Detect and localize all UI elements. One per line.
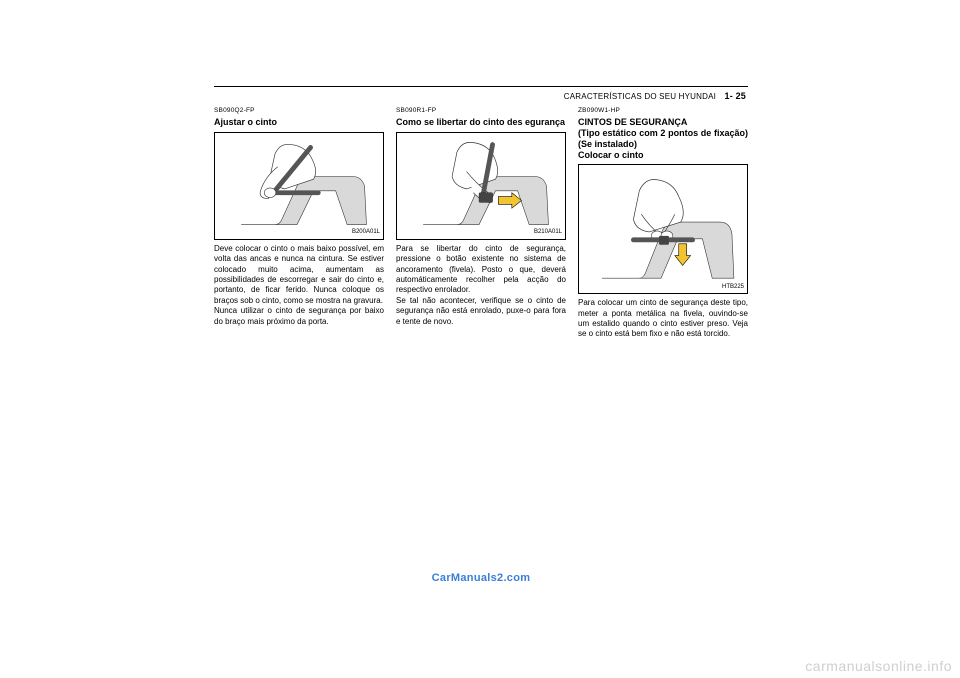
column-1: SB090Q2-FP Ajustar o cinto B200A01L [214, 107, 384, 340]
columns: SB090Q2-FP Ajustar o cinto B200A01L [214, 107, 748, 340]
figure-label: B200A01L [352, 229, 380, 237]
ref-code: SB090R1-FP [396, 107, 566, 115]
manual-page: CARACTERÍSTICAS DO SEU HYUNDAI 1- 25 SB0… [214, 86, 748, 592]
watermark-text: CarManuals2.com [214, 572, 748, 584]
figure-label: HTB225 [722, 284, 744, 292]
page-header: CARACTERÍSTICAS DO SEU HYUNDAI 1- 25 [214, 91, 748, 107]
body-text: Para se libertar do cinto de segurança, … [396, 244, 566, 327]
body-text: Para colocar um cinto de segurança deste… [578, 298, 748, 340]
figure-static-belt: HTB225 [578, 164, 748, 294]
body-text: Deve colocar o cinto o mais baixo possív… [214, 244, 384, 327]
column-2: SB090R1-FP Como se libertar do cinto des… [396, 107, 566, 340]
figure-label: B210A01L [534, 229, 562, 237]
section-label: CARACTERÍSTICAS DO SEU HYUNDAI [564, 92, 716, 101]
column-3: ZB090W1-HP CINTOS DE SEGURANÇA(Tipo está… [578, 107, 748, 340]
page-number: 1- 25 [724, 91, 746, 101]
figure-release-belt: B210A01L [396, 132, 566, 240]
ref-code: ZB090W1-HP [578, 107, 748, 115]
section-title: Ajustar o cinto [214, 117, 384, 128]
figure-adjust-belt: B200A01L [214, 132, 384, 240]
section-title: CINTOS DE SEGURANÇA(Tipo estático com 2 … [578, 117, 748, 160]
ref-code: SB090Q2-FP [214, 107, 384, 115]
section-title: Como se libertar do cinto des egurança [396, 117, 566, 128]
site-footer: carmanualsonline.info [805, 658, 952, 674]
top-rule [214, 86, 748, 87]
